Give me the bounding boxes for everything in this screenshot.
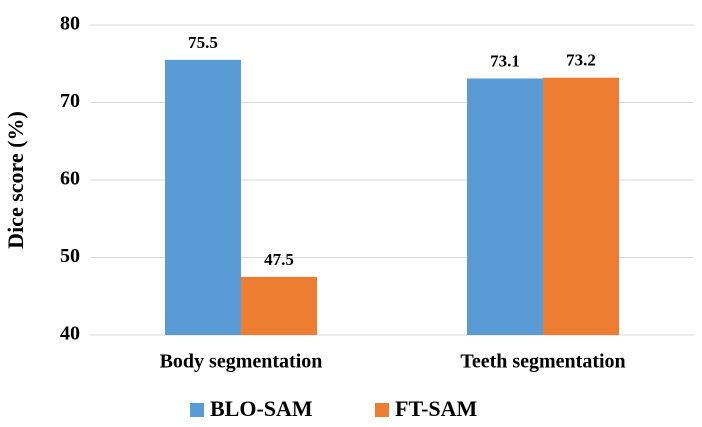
x-tick-label: Teeth segmentation	[460, 351, 625, 373]
legend-label: BLO-SAM	[210, 396, 313, 421]
x-tick-label: Body segmentation	[160, 351, 323, 373]
bar	[241, 276, 317, 335]
y-tick-label: 60	[60, 168, 80, 190]
bar	[165, 59, 241, 335]
y-tick-label: 80	[60, 13, 80, 35]
legend-swatch	[375, 403, 389, 417]
data-label: 73.2	[566, 51, 596, 70]
legend-label: FT-SAM	[395, 396, 478, 421]
y-axis-label: Dice score (%)	[3, 111, 28, 249]
y-tick-label: 50	[60, 245, 80, 267]
data-label: 75.5	[188, 33, 218, 52]
legend-swatch	[190, 403, 204, 417]
bar	[467, 78, 543, 335]
data-label: 47.5	[264, 250, 294, 269]
bar	[543, 77, 619, 335]
y-tick-label: 40	[60, 323, 80, 345]
data-label: 73.1	[490, 51, 520, 70]
y-tick-label: 70	[60, 90, 80, 112]
